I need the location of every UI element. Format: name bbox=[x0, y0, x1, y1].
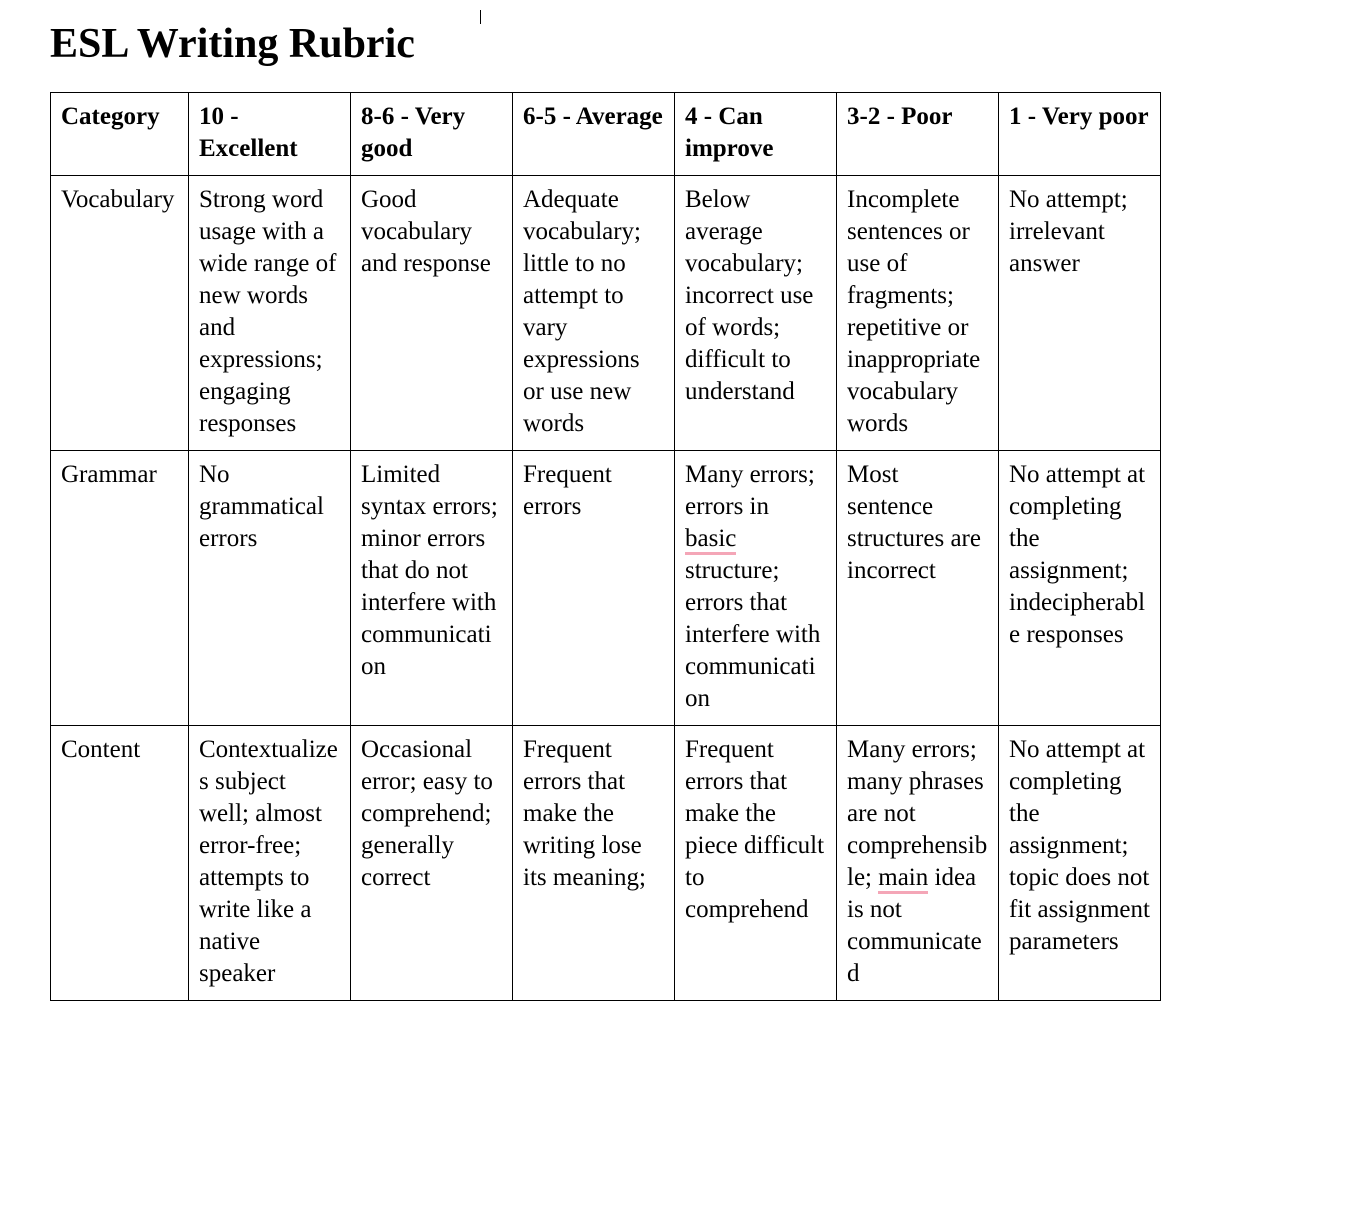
table-row: Vocabulary Strong word usage with a wide… bbox=[51, 176, 1161, 451]
col-header-excellent: 10 - Excellent bbox=[189, 93, 351, 176]
col-header-category: Category bbox=[51, 93, 189, 176]
spellcheck-underline: basic bbox=[685, 525, 736, 555]
col-header-average: 6-5 - Average bbox=[513, 93, 675, 176]
cell: Below average vocabulary; incorrect use … bbox=[675, 176, 837, 451]
title-text: ESL Writing Rubric bbox=[50, 21, 415, 67]
cell: Adequate vocabulary; little to no attemp… bbox=[513, 176, 675, 451]
cell: Many errors; errors in basic structure; … bbox=[675, 451, 837, 726]
rubric-table: Category 10 - Excellent 8-6 - Very good … bbox=[50, 92, 1161, 1001]
col-header-can-improve: 4 - Can improve bbox=[675, 93, 837, 176]
cell: No attempt at completing the assignment;… bbox=[999, 451, 1161, 726]
cell: Most sentence structures are incorrect bbox=[837, 451, 999, 726]
table-header-row: Category 10 - Excellent 8-6 - Very good … bbox=[51, 93, 1161, 176]
cell: Occasional error; easy to comprehend; ge… bbox=[351, 726, 513, 1001]
cell: Incomplete sentences or use of fragments… bbox=[837, 176, 999, 451]
cell: Frequent errors bbox=[513, 451, 675, 726]
cell: Good vocabulary and response bbox=[351, 176, 513, 451]
spellcheck-underline: main bbox=[878, 864, 928, 894]
document-page: ESL Writing Rubric Category 10 - Excelle… bbox=[0, 0, 1352, 1206]
cell: Contextualizes subject well; almost erro… bbox=[189, 726, 351, 1001]
cell: No grammatical errors bbox=[189, 451, 351, 726]
cell: Limited syntax errors; minor errors that… bbox=[351, 451, 513, 726]
col-header-very-good: 8-6 - Very good bbox=[351, 93, 513, 176]
col-header-very-poor: 1 - Very poor bbox=[999, 93, 1161, 176]
text-cursor bbox=[480, 10, 481, 24]
table-row: Grammar No grammatical errors Limited sy… bbox=[51, 451, 1161, 726]
row-category: Grammar bbox=[51, 451, 189, 726]
cell: No attempt; irrelevant answer bbox=[999, 176, 1161, 451]
cell: Strong word usage with a wide range of n… bbox=[189, 176, 351, 451]
row-category: Content bbox=[51, 726, 189, 1001]
cell: Many errors; many phrases are not compre… bbox=[837, 726, 999, 1001]
cell: No attempt at completing the assignment;… bbox=[999, 726, 1161, 1001]
row-category: Vocabulary bbox=[51, 176, 189, 451]
table-row: Content Contextualizes subject well; alm… bbox=[51, 726, 1161, 1001]
cell: Frequent errors that make the writing lo… bbox=[513, 726, 675, 1001]
cell: Frequent errors that make the piece diff… bbox=[675, 726, 837, 1001]
page-title: ESL Writing Rubric bbox=[50, 20, 1302, 68]
col-header-poor: 3-2 - Poor bbox=[837, 93, 999, 176]
